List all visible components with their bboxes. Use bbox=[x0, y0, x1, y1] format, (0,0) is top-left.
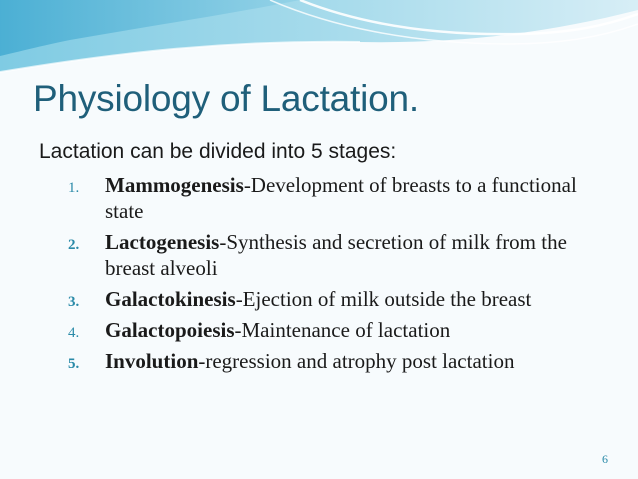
stage-item-involution: 5. Involution-regression and atrophy pos… bbox=[68, 348, 613, 374]
stage-item-mammogenesis: 1. Mammogenesis-Development of breasts t… bbox=[68, 172, 613, 224]
stage-term: Lactogenesis bbox=[105, 230, 220, 254]
slide-title: Physiology of Lactation. bbox=[33, 78, 419, 119]
slide-intro: Lactation can be divided into 5 stages: bbox=[39, 140, 397, 163]
stage-item-galactokinesis: 3. Galactokinesis-Ejection of milk outsi… bbox=[68, 286, 613, 312]
stage-number: 2. bbox=[68, 237, 80, 253]
stage-description: -Synthesis and secretion of milk from th… bbox=[105, 230, 567, 280]
stage-description: -Development of breasts to a functional … bbox=[105, 173, 577, 223]
stage-description: -regression and atrophy post lactation bbox=[198, 349, 515, 373]
header-wave-decoration bbox=[0, 0, 638, 73]
stage-number: 1. bbox=[68, 180, 80, 196]
page-number: 6 bbox=[602, 452, 608, 466]
stage-number: 5. bbox=[68, 356, 80, 372]
stage-number: 4. bbox=[68, 325, 80, 341]
stage-term: Galactopoiesis bbox=[105, 318, 235, 342]
stage-description: -Ejection of milk outside the breast bbox=[235, 287, 532, 311]
stages-list: 1. Mammogenesis-Development of breasts t… bbox=[68, 172, 613, 379]
stage-term: Galactokinesis bbox=[105, 287, 236, 311]
stage-item-lactogenesis: 2. Lactogenesis-Synthesis and secretion … bbox=[68, 229, 613, 281]
stage-description: -Maintenance of lactation bbox=[234, 318, 451, 342]
stage-term: Involution bbox=[105, 349, 199, 373]
stage-number: 3. bbox=[68, 294, 80, 310]
stage-term: Mammogenesis bbox=[105, 173, 244, 197]
stage-item-galactopoiesis: 4. Galactopoiesis-Maintenance of lactati… bbox=[68, 317, 613, 343]
